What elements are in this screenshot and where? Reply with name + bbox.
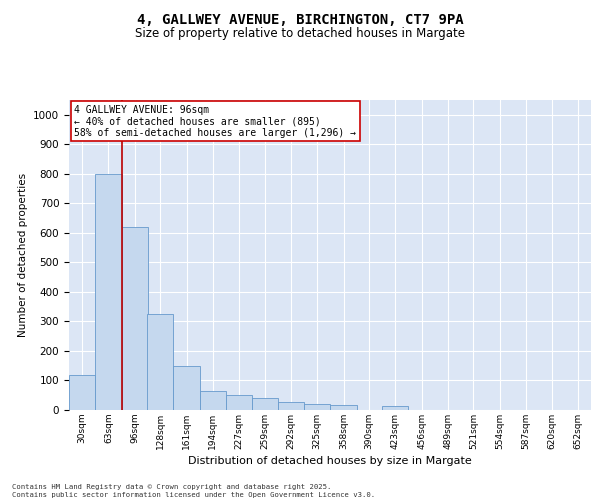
- Bar: [122, 227, 148, 410]
- Bar: [382, 406, 409, 410]
- Bar: [226, 395, 252, 410]
- Bar: [278, 402, 304, 410]
- Text: Size of property relative to detached houses in Margate: Size of property relative to detached ho…: [135, 28, 465, 40]
- Bar: [251, 398, 278, 410]
- Text: 4 GALLWEY AVENUE: 96sqm
← 40% of detached houses are smaller (895)
58% of semi-d: 4 GALLWEY AVENUE: 96sqm ← 40% of detache…: [74, 104, 356, 138]
- Bar: [147, 314, 173, 410]
- X-axis label: Distribution of detached houses by size in Margate: Distribution of detached houses by size …: [188, 456, 472, 466]
- Bar: [331, 404, 356, 410]
- Text: Contains HM Land Registry data © Crown copyright and database right 2025.
Contai: Contains HM Land Registry data © Crown c…: [12, 484, 375, 498]
- Text: 4, GALLWEY AVENUE, BIRCHINGTON, CT7 9PA: 4, GALLWEY AVENUE, BIRCHINGTON, CT7 9PA: [137, 12, 463, 26]
- Bar: [304, 404, 331, 410]
- Bar: [173, 366, 200, 410]
- Bar: [95, 174, 122, 410]
- Bar: [69, 374, 95, 410]
- Bar: [200, 391, 226, 410]
- Y-axis label: Number of detached properties: Number of detached properties: [17, 173, 28, 337]
